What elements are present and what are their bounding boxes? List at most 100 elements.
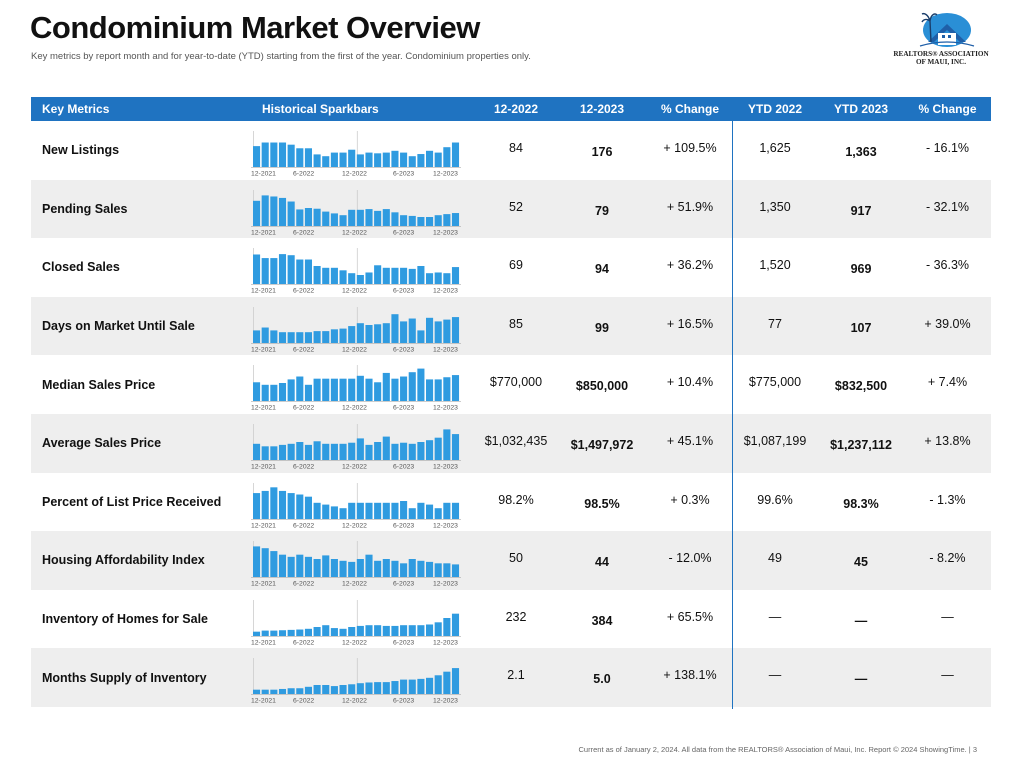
sparkbar-bar (382, 502, 390, 519)
table-header-row: Key Metrics Historical Sparkbars 12-2022… (31, 97, 991, 121)
sparkbar-bar (400, 267, 408, 285)
sparkbar-bar (365, 324, 373, 343)
value-change: + 51.9% (648, 179, 732, 239)
value-12-2022: $770,000 (489, 375, 543, 390)
value-ytd-2023: 1,363 (845, 145, 877, 159)
sparkbar-bar (417, 624, 425, 636)
sparkbar-bar (261, 630, 269, 636)
sparkbar-axis-label: 12-2023 (433, 522, 458, 529)
sparkbar-bar (374, 560, 382, 578)
value-change: + 45.1% (648, 413, 732, 473)
sparkbar-bar (313, 502, 321, 519)
sparkbar-axis-label: 6-2023 (393, 346, 414, 353)
page-subtitle: Key metrics by report month and for year… (31, 51, 531, 62)
sparkbar-bar (296, 259, 304, 285)
sparkbar-axis-label: 12-2021 (251, 288, 276, 295)
sparkbar-cell: 12-2021 6-2022 12-2022 6-2023 12-2023 (251, 179, 476, 239)
sparkbar-bar (322, 379, 330, 402)
sparkbar-bar (304, 148, 312, 167)
sparkbar-chart: 12-2021 6-2022 12-2022 6-2023 12-2023 (251, 131, 461, 178)
sparkbar-bar (451, 502, 460, 519)
sparkbar-axis-label: 6-2022 (293, 171, 314, 178)
sparkbar-bar (296, 148, 304, 167)
sparkbar-bar (322, 504, 330, 519)
value-12-2022: 50 (476, 531, 556, 590)
sparkbar-bar (261, 690, 269, 695)
value-ytd-2023: — (854, 613, 868, 628)
sparkbar-bar (382, 267, 390, 285)
sparkbar-bar (348, 379, 356, 402)
sparkbar-bar (451, 316, 460, 343)
sparkbar-bar (400, 500, 408, 519)
sparkbar-bar (356, 559, 364, 578)
value-12-2023: 176 (591, 145, 613, 159)
sparkbar-bar (296, 441, 304, 460)
sparkbar-bar (253, 382, 261, 402)
sparkbar-bar (304, 259, 312, 285)
table-row: Months Supply of Inventory 12-2021 6-2022 1… (31, 648, 991, 707)
value-12-2023: 79 (556, 179, 648, 239)
sparkbar-bar (313, 154, 321, 167)
sparkbar-axis-label: 6-2023 (393, 405, 414, 412)
sparkbar-axis-label: 12-2022 (342, 346, 367, 353)
value-ytd-2023: 98.3% (843, 496, 879, 511)
sparkbar-bar (374, 210, 382, 226)
sparkbar-axis-label: 12-2023 (433, 346, 458, 353)
sparkbar-bar (400, 152, 408, 167)
sparkbar-axis-label: 12-2023 (433, 229, 458, 236)
sparkbar-bar (365, 152, 373, 167)
column-header-ytd-2023: YTD 2023 (818, 97, 904, 121)
sparkbar-bar (426, 678, 434, 695)
sparkbar-chart: 12-2021 6-2022 12-2022 6-2023 12-2023 (251, 541, 461, 587)
sparkbar-cell: 12-2021 6-2022 12-2022 6-2023 12-2023 (251, 413, 476, 473)
sparkbar-bar (443, 502, 451, 519)
value-ytd-change: — (904, 648, 991, 707)
sparkbar-bar (374, 324, 382, 343)
sparkbar-bar (434, 437, 442, 460)
sparkbar-bar (356, 625, 364, 636)
column-header-ytd-change: % Change (904, 97, 991, 121)
sparkbar-bar (322, 267, 330, 285)
sparkbar-bar (348, 149, 356, 167)
sparkbar-bar (451, 668, 460, 695)
sparkbar-bar (287, 331, 295, 343)
sparkbar-bar (382, 559, 390, 578)
sparkbar-bar (451, 142, 460, 167)
sparkbar-bar (278, 142, 287, 167)
sparkbar-bar (261, 327, 269, 343)
sparkbar-axis-label: 12-2023 (433, 171, 458, 178)
sparkbar-bar (261, 548, 269, 578)
sparkbar-bar (278, 490, 287, 519)
sparkbar-bar (451, 434, 460, 460)
value-ytd-2023: $832,500 (834, 379, 888, 394)
sparkbar-bar (322, 156, 330, 167)
value-change: + 138.1% (648, 648, 732, 707)
value-ytd-2022: 1,520 (759, 258, 791, 273)
value-12-2023: 384 (591, 613, 613, 628)
value-change: + 109.5% (663, 141, 717, 155)
sparkbar-axis-label: 12-2022 (342, 698, 367, 705)
sparkbar-bar (270, 486, 278, 519)
value-12-2023: 5.0 (556, 648, 648, 707)
value-ytd-2022: $1,087,199 (732, 413, 818, 473)
sparkbar-bar (408, 443, 416, 460)
table-row: Median Sales Price 12-2021 6-2022 12-2022 6-… (31, 355, 991, 414)
value-ytd-change: - 36.3% (925, 258, 970, 273)
sparkbar-bar (434, 152, 442, 167)
sparkbar-bar (365, 208, 373, 226)
sparkbar-bar (261, 258, 269, 285)
sparkbar-bar (365, 554, 373, 578)
sparkbar-bar (322, 443, 330, 460)
sparkbar-bar (382, 436, 390, 460)
sparkbar-bar (287, 556, 295, 578)
sparkbar-bar (339, 443, 347, 460)
logo-line-1: REALTORS® ASSOCIATION (893, 50, 989, 58)
sparkbar-axis-label: 12-2021 (251, 698, 276, 705)
sparkbar-axis-label: 12-2021 (251, 639, 276, 646)
sparkbar-chart: 12-2021 6-2022 12-2022 6-2023 12-2023 (251, 248, 461, 295)
sparkbar-bar (339, 214, 347, 226)
sparkbar-bar (287, 255, 295, 285)
value-12-2023: 99 (556, 296, 648, 356)
sparkbar-bar (356, 376, 364, 402)
value-ytd-2022: 1,625 (759, 141, 791, 155)
